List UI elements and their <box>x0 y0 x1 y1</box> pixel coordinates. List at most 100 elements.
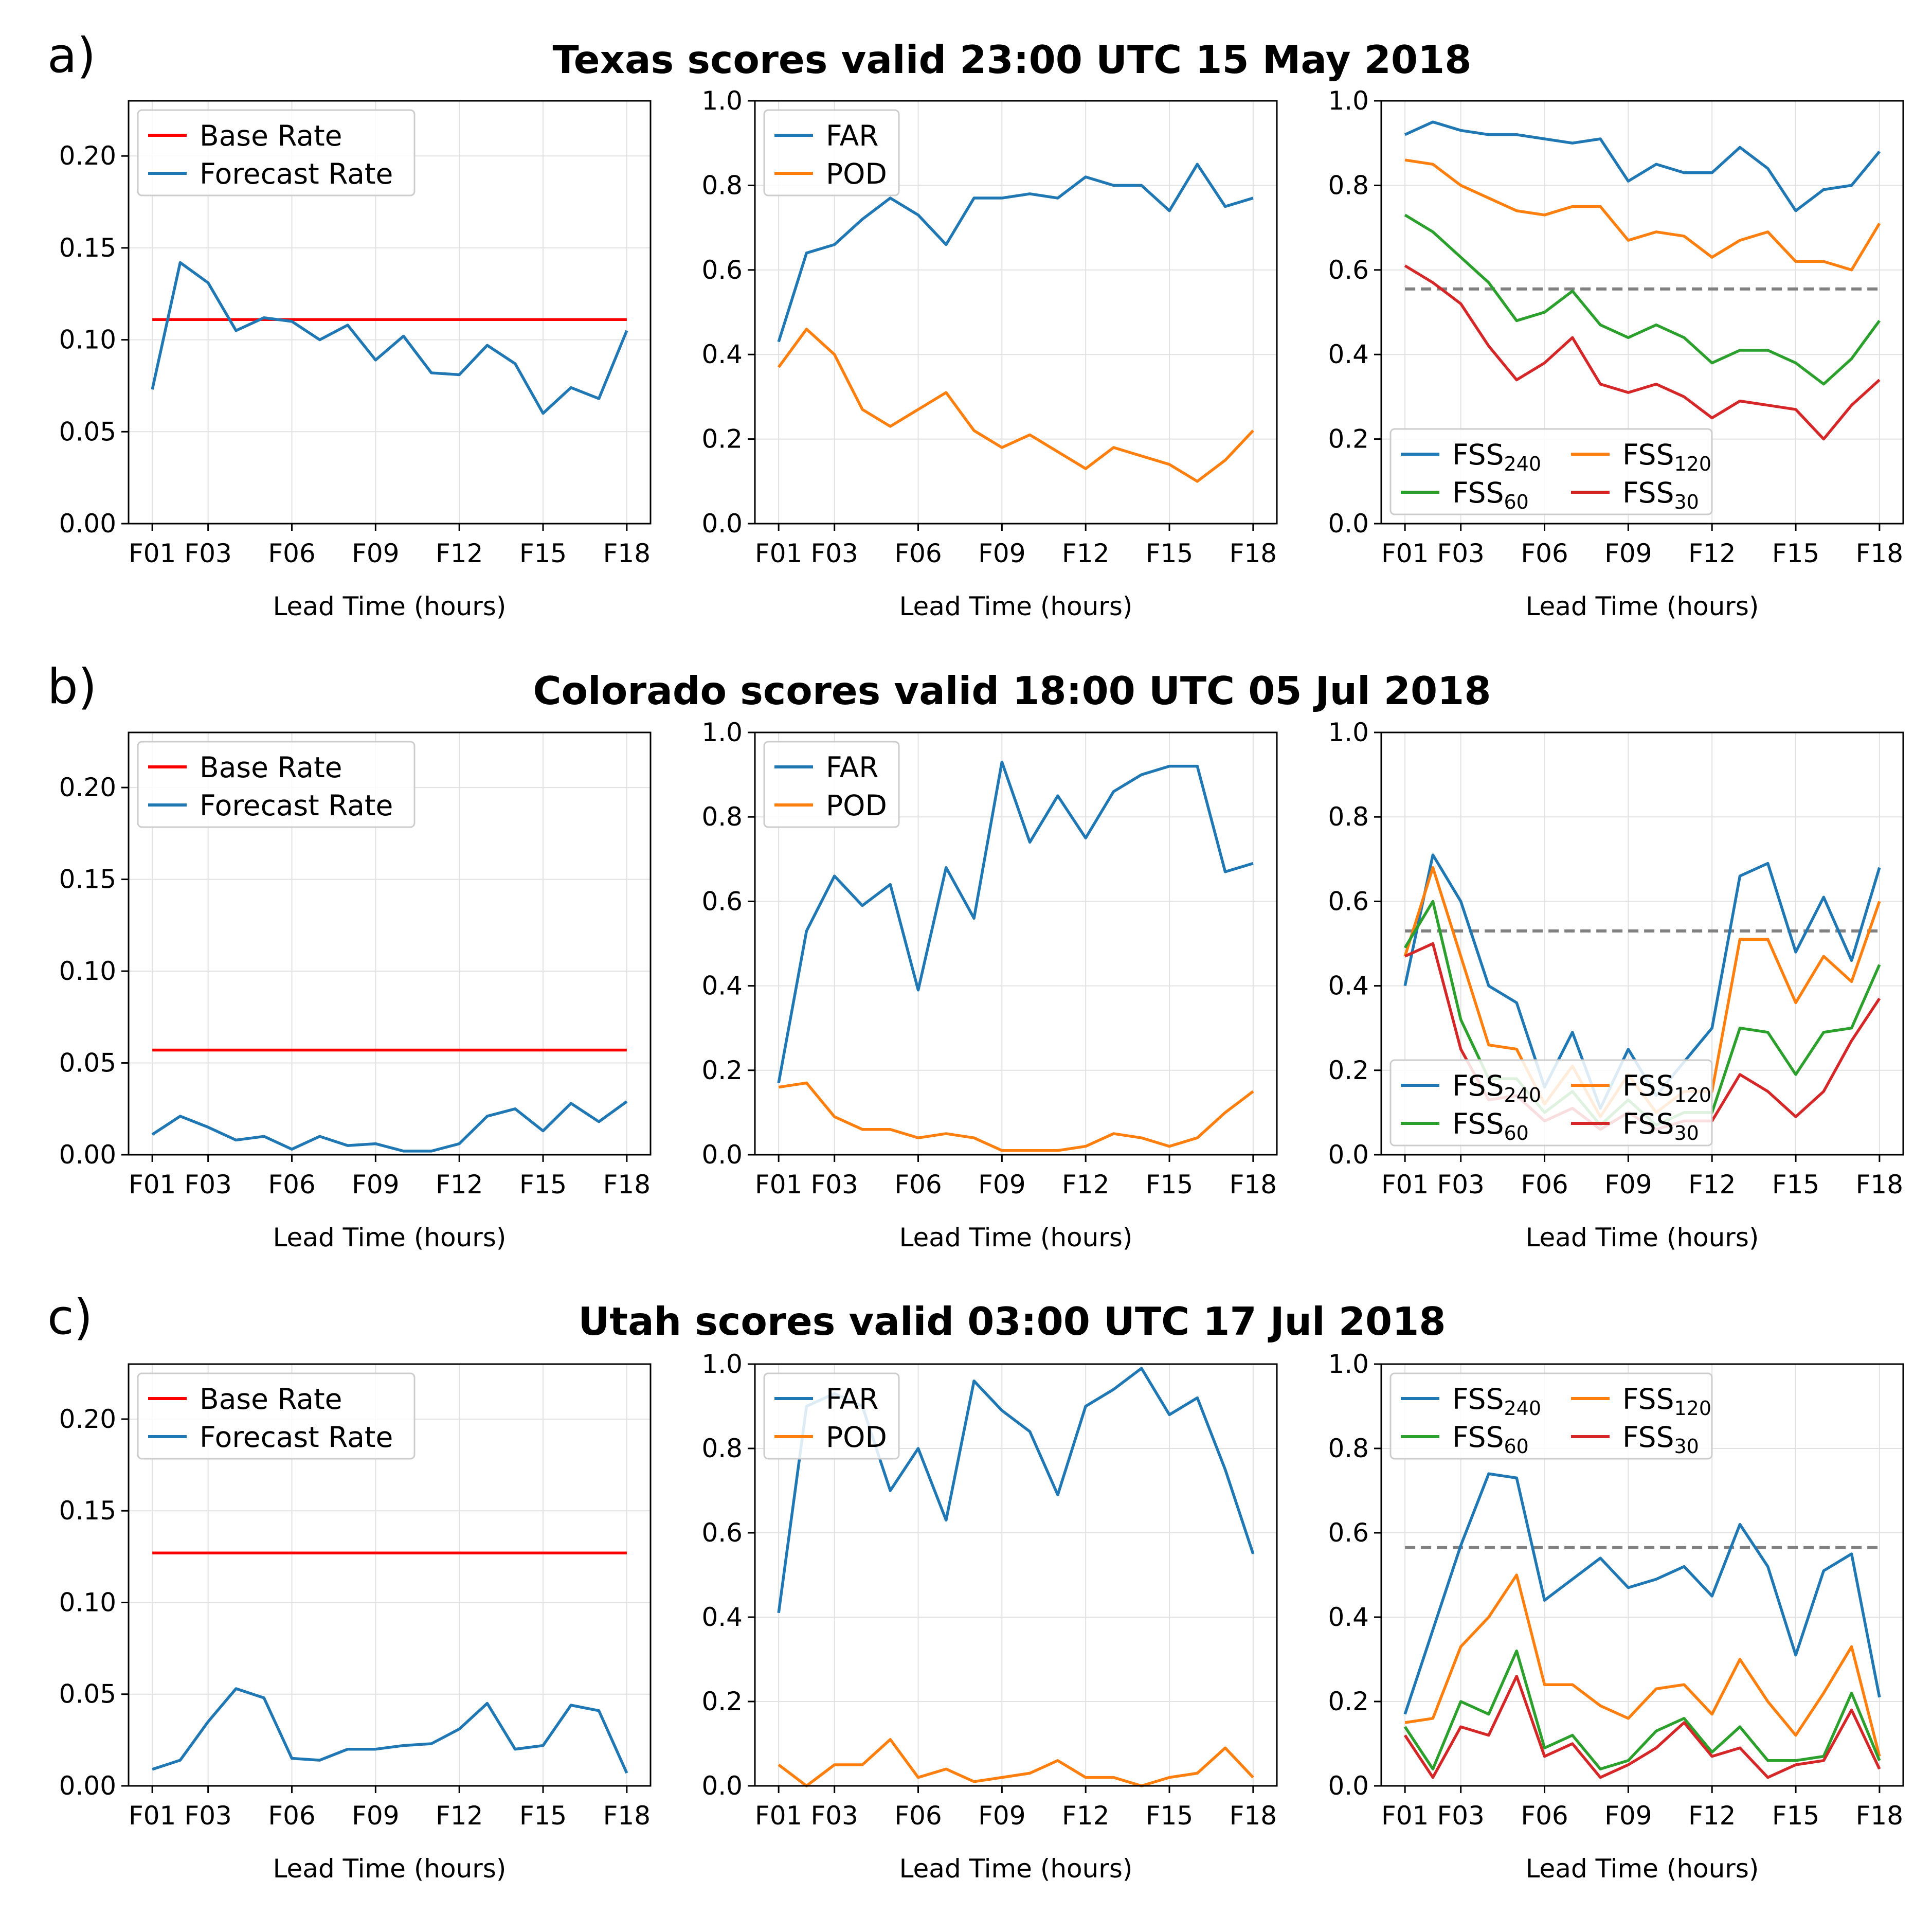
x-axis-label: Lead Time (hours) <box>1526 592 1759 621</box>
legend-label-name: FAR <box>826 119 878 152</box>
x-tick-label: F12 <box>1062 1801 1109 1831</box>
x-tick-label: F01 <box>755 1170 802 1199</box>
y-tick-label: 0.20 <box>59 1404 116 1434</box>
y-tick-label: 0.00 <box>59 509 116 539</box>
legend-label: FSS240 <box>1452 1383 1541 1420</box>
y-tick-label: 0.8 <box>701 802 743 832</box>
legend-box <box>137 741 416 828</box>
x-tick-label: F03 <box>1437 539 1484 568</box>
axes-frame <box>754 1363 1278 1787</box>
x-tick-label: F12 <box>1688 1801 1736 1831</box>
legend-box <box>1389 1059 1713 1147</box>
y-tick-label: 0.2 <box>701 424 743 454</box>
x-tick-label: F06 <box>1521 1170 1568 1199</box>
panel-a-left: F01 F03 F06 F09 F12 F15 F18 0.00 0.05 0.10 0.15 0.2… <box>59 100 652 621</box>
legend-label: FSS240 <box>1452 1069 1541 1106</box>
x-tick-label: F01 <box>1381 539 1429 568</box>
row-c-letter: c) <box>47 1290 93 1346</box>
series-line-far <box>777 760 1254 1083</box>
y-tick-label: 0.2 <box>701 1687 743 1716</box>
x-tick-label: F03 <box>810 1170 858 1199</box>
legend-label: Forecast Rate <box>200 1421 393 1454</box>
legend-label-subscript: 240 <box>1504 1084 1542 1106</box>
y-tick-label: 0.20 <box>59 773 116 802</box>
y-tick-label: 1.0 <box>701 718 743 747</box>
x-tick-label: F09 <box>352 1170 399 1199</box>
y-tick-label: 0.00 <box>59 1771 116 1801</box>
y-tick-label: 0.8 <box>1328 170 1369 200</box>
y-tick-label: 0.4 <box>1328 971 1369 1001</box>
x-tick-label: F06 <box>1521 539 1568 568</box>
x-tick-label: F18 <box>1230 539 1277 568</box>
x-axis-label: Lead Time (hours) <box>1526 1223 1759 1252</box>
row-b-letter: b) <box>47 659 97 715</box>
panel-b-right: F01 F03 F06 F09 F12 F15 F18 0.0 0.2 0.4 0.6 0.8 1.0 L… <box>1328 718 1904 1252</box>
legend-label-name: Forecast Rate <box>200 1421 393 1454</box>
legend-label-subscript: 120 <box>1674 453 1712 475</box>
legend-label-subscript: 60 <box>1504 1122 1529 1144</box>
x-tick-label: F18 <box>1856 1801 1903 1831</box>
panel-c-right: F01 F03 F06 F09 F12 F15 F18 0.0 0.2 0.4 0.6 0.8 1.0 L… <box>1328 1349 1904 1884</box>
y-tick-label: 0.0 <box>1328 1771 1369 1801</box>
x-tick-label: F09 <box>352 1801 399 1831</box>
legend-label-name: FSS <box>1622 1383 1674 1416</box>
legend-label: POD <box>826 157 887 190</box>
y-tick-label: 0.0 <box>1328 1140 1369 1170</box>
legend-label: POD <box>826 789 887 822</box>
y-tick-label: 0.8 <box>701 1434 743 1463</box>
y-tick-label: 1.0 <box>701 86 743 116</box>
x-tick-label: F12 <box>436 1801 483 1831</box>
x-tick-label: F09 <box>1604 539 1652 568</box>
x-tick-label: F15 <box>519 1801 567 1831</box>
legend-label-name: FSS <box>1452 438 1504 471</box>
legend-label-name: Base Rate <box>200 1383 342 1416</box>
legend-label: FSS120 <box>1622 1069 1711 1106</box>
series-line-pod <box>778 1738 1254 1787</box>
y-tick-label: 0.8 <box>1328 802 1369 832</box>
legend-label-name: FAR <box>826 1383 878 1416</box>
x-tick-label: F09 <box>352 539 399 568</box>
row-b-title: Colorado scores valid 18:00 UTC 05 Jul 2… <box>533 668 1491 713</box>
legend-label-name: Forecast Rate <box>200 789 393 822</box>
legend-label-name: POD <box>826 157 887 190</box>
y-tick-label: 0.10 <box>59 1587 116 1617</box>
legend-box <box>1389 428 1713 515</box>
series-line-far <box>777 163 1254 343</box>
x-tick-label: F01 <box>129 539 176 568</box>
legend-label-name: FSS <box>1622 1107 1674 1140</box>
x-tick-label: F18 <box>1230 1801 1277 1831</box>
x-axis-label: Lead Time (hours) <box>899 1854 1133 1884</box>
axes-frame <box>754 731 1278 1156</box>
axes-frame <box>1380 100 1904 525</box>
y-tick-label: 1.0 <box>1328 1349 1369 1379</box>
y-tick-label: 0.0 <box>701 509 743 539</box>
legend-label: Forecast Rate <box>200 157 393 190</box>
y-tick-label: 0.2 <box>1328 1687 1369 1716</box>
legend-label: Base Rate <box>200 1383 342 1416</box>
legend-label: FAR <box>826 751 878 784</box>
legend-label: FSS60 <box>1452 1107 1529 1144</box>
legend-box <box>1389 1372 1713 1460</box>
y-tick-label: 0.8 <box>701 170 743 200</box>
legend-label-name: FSS <box>1452 476 1504 509</box>
x-tick-label: F03 <box>184 1801 231 1831</box>
legend-label-subscript: 30 <box>1674 491 1699 513</box>
y-tick-label: 0.05 <box>59 1048 116 1078</box>
legend-label-subscript: 60 <box>1504 491 1529 513</box>
legend-label: FAR <box>826 1383 878 1416</box>
panel-c-middle: F01 F03 F06 F09 F12 F15 F18 0.0 0.2 0.4 0.6 0.8 1.0 L… <box>701 1349 1278 1884</box>
x-tick-label: F15 <box>1772 1801 1819 1831</box>
y-tick-label: 0.00 <box>59 1140 116 1170</box>
y-tick-label: 0.4 <box>1328 339 1369 369</box>
y-tick-label: 1.0 <box>701 1349 743 1379</box>
y-tick-label: 0.6 <box>1328 1518 1369 1548</box>
series-line-fss240 <box>1404 120 1881 212</box>
y-tick-label: 0.4 <box>701 339 743 369</box>
y-tick-label: 0.2 <box>1328 424 1369 454</box>
x-tick-label: F06 <box>268 1170 315 1199</box>
x-tick-label: F03 <box>810 539 858 568</box>
row-c-title: Utah scores valid 03:00 UTC 17 Jul 2018 <box>578 1299 1446 1344</box>
legend-label-name: POD <box>826 789 887 822</box>
legend-label: FAR <box>826 119 878 152</box>
